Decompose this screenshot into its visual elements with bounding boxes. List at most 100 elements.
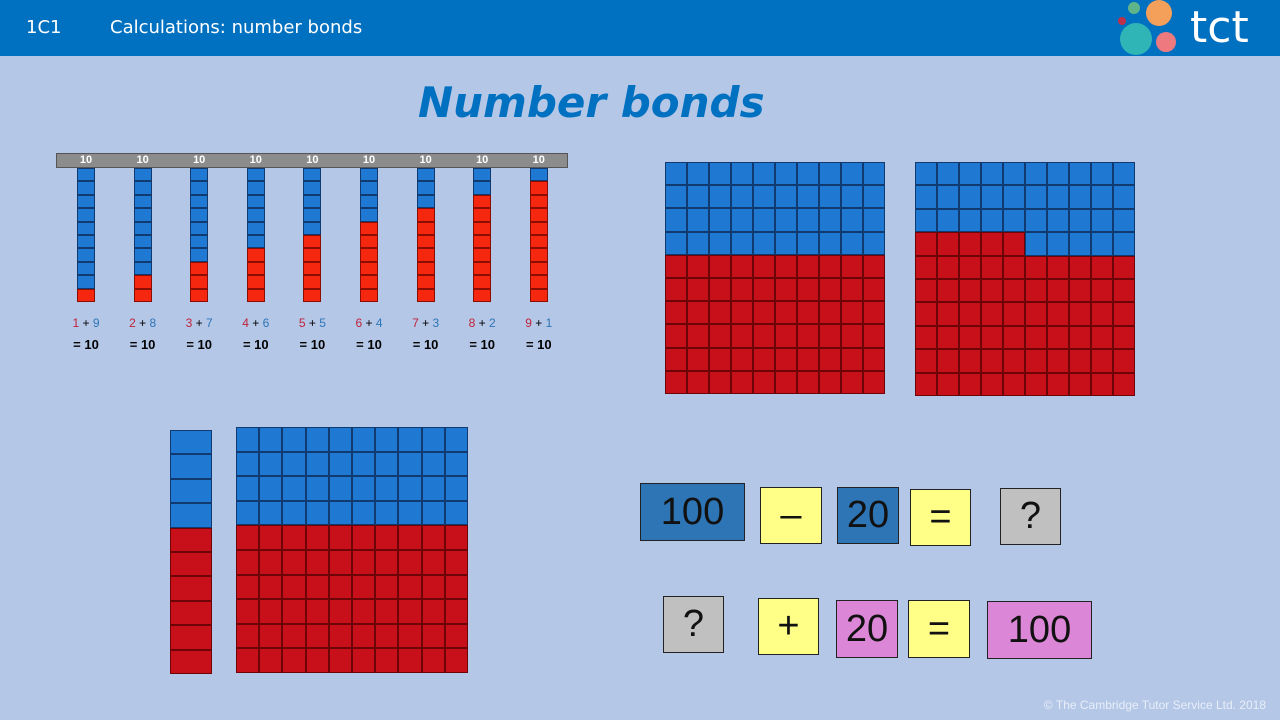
equation-box: 100: [987, 601, 1092, 659]
red-cube: [915, 302, 937, 326]
blue-cube: [305, 427, 329, 452]
blue-cube: [416, 194, 435, 209]
red-cube: [1047, 349, 1069, 373]
blue-cube: [77, 221, 95, 235]
blue-cube: [375, 476, 399, 501]
red-cube: [259, 525, 283, 550]
blue-cube: [1025, 162, 1047, 186]
blue-cube: [775, 162, 797, 186]
red-cube: [375, 648, 399, 673]
red-cube: [665, 278, 687, 302]
red-cube: [1003, 255, 1025, 279]
blue-cube: [133, 168, 152, 182]
red-cube: [529, 194, 548, 209]
red-cube: [473, 288, 492, 302]
red-cube: [753, 370, 775, 394]
red-cube: [753, 301, 775, 325]
red-cube: [416, 208, 435, 222]
red-cube: [421, 574, 445, 600]
blue-cube: [133, 194, 152, 209]
red-cube: [375, 525, 399, 550]
blue-cube: [753, 185, 775, 209]
red-cube: [797, 347, 819, 371]
red-cube: [863, 347, 885, 371]
blue-cube: [937, 185, 959, 209]
blue-cube: [819, 185, 841, 209]
bond-part: 3: [185, 316, 193, 330]
blue-cube: [305, 451, 329, 477]
red-cube: [416, 221, 435, 235]
blue-cube: [1091, 232, 1113, 256]
bond-part: 2: [129, 316, 136, 330]
red-cube: [937, 325, 959, 350]
red-cube: [303, 261, 322, 276]
bond-sum: 5 + 5: [287, 316, 337, 330]
red-cube: [473, 248, 492, 262]
blue-cube: [77, 235, 95, 249]
blue-cube: [170, 478, 212, 504]
red-cube: [1003, 302, 1025, 326]
red-cube: [375, 623, 399, 649]
red-cube: [1069, 349, 1091, 373]
red-cube: [841, 347, 863, 371]
red-cube: [246, 248, 265, 262]
bond-result: = 10: [299, 337, 326, 352]
bond-part: 5: [319, 316, 326, 330]
blue-cube: [421, 476, 445, 501]
red-cube: [1003, 325, 1025, 350]
blue-cube: [819, 208, 841, 232]
red-cube: [819, 324, 841, 348]
blue-cube: [305, 500, 329, 526]
red-cube: [1047, 302, 1069, 326]
shelf-label: 10: [419, 154, 432, 166]
bond-part: +: [362, 316, 376, 330]
bond-result: = 10: [469, 337, 496, 352]
blue-cube: [937, 208, 959, 233]
blue-cube: [77, 275, 95, 289]
red-cube: [529, 261, 548, 276]
red-cube: [529, 208, 548, 222]
red-cube: [709, 347, 731, 371]
blue-cube: [709, 231, 731, 255]
red-cube: [797, 370, 819, 394]
red-cube: [731, 324, 753, 348]
blue-cube: [236, 451, 260, 477]
red-cube: [473, 194, 492, 209]
red-cube: [959, 232, 981, 256]
blue-cube: [529, 168, 548, 182]
red-cube: [665, 370, 687, 394]
blue-cube: [1025, 208, 1047, 233]
bond-sum: 1 + 9: [61, 316, 111, 330]
red-cube: [259, 599, 283, 624]
red-cube: [775, 324, 797, 348]
bond-sum: 4 + 6: [231, 316, 281, 330]
red-cube: [981, 279, 1003, 303]
bond-part: 1: [72, 316, 80, 330]
red-cube: [305, 599, 329, 624]
red-cube: [731, 370, 753, 394]
blue-cube: [246, 221, 265, 235]
tct-logo: [1108, 0, 1280, 56]
blue-cube: [190, 235, 209, 249]
blue-cube: [819, 231, 841, 255]
blue-cube: [981, 162, 1003, 186]
red-cube: [352, 648, 376, 673]
red-cube: [473, 208, 492, 222]
bond-part: +: [135, 316, 150, 330]
equation-box: =: [910, 489, 971, 546]
red-cube: [981, 325, 1003, 350]
red-cube: [170, 600, 212, 626]
red-cube: [981, 372, 1003, 396]
blue-cube: [1069, 232, 1091, 256]
red-cube: [282, 599, 306, 624]
lesson-code: 1C1: [26, 17, 62, 38]
red-cube: [775, 347, 797, 371]
blue-cube: [709, 185, 731, 209]
blue-cube: [421, 500, 445, 526]
shelf-label: 10: [532, 154, 545, 166]
red-cube: [1113, 255, 1135, 279]
red-cube: [190, 261, 209, 276]
blue-cube: [797, 208, 819, 232]
red-cube: [1091, 302, 1113, 326]
red-cube: [360, 248, 378, 262]
